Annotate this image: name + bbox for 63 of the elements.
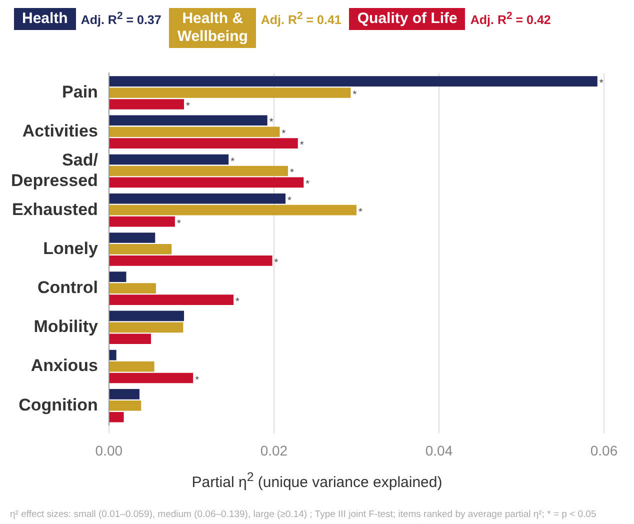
text: Health xyxy=(14,8,76,30)
bar xyxy=(109,244,172,254)
bar xyxy=(109,126,280,138)
bar xyxy=(109,115,268,126)
x-tick-label: 0.02 xyxy=(260,442,288,458)
text: η² effect sizes: small (0.01–0.059), medium (0.06–0.139), large (≥0.14) ; Type III joint F-test; items ranked by average partial η²; * = p < 0.05 xyxy=(10,509,596,520)
bar xyxy=(109,154,229,165)
y-tick-label: Exhausted xyxy=(12,200,98,219)
bar xyxy=(109,166,288,176)
y-tick-label: Pain xyxy=(62,82,98,102)
data-label: * xyxy=(599,78,604,90)
text: Adj. R$^{2}$ = 0.42 xyxy=(470,10,551,28)
data-label: * xyxy=(306,179,310,190)
y-tick-label: Activities xyxy=(22,122,98,141)
text: Adj. R$^{2}$ = 0.41 xyxy=(260,10,342,28)
text: Adj. R$^{2}$ = 0.37 xyxy=(80,10,162,28)
data-label: * xyxy=(186,100,190,112)
y-tick-label: Sad/ Depressed xyxy=(10,150,98,190)
data-label: * xyxy=(282,128,286,140)
text: Quality of Life xyxy=(349,8,466,30)
data-label: * xyxy=(269,117,274,128)
text: Health & Wellbeing xyxy=(169,8,256,48)
data-label: * xyxy=(288,195,292,206)
data-label: * xyxy=(300,140,304,152)
y-tick-label: Mobility xyxy=(34,317,98,336)
bar xyxy=(109,400,142,411)
x-tick-label: 0.00 xyxy=(95,442,123,458)
bar xyxy=(109,272,126,282)
bar xyxy=(109,204,356,216)
y-tick-label: Cognition xyxy=(18,395,98,414)
y-tick-label: Anxious xyxy=(30,356,98,376)
x-tick-label: 0.06 xyxy=(590,442,618,458)
bar xyxy=(109,138,298,148)
data-label: * xyxy=(195,374,200,386)
bar xyxy=(109,76,598,86)
bar xyxy=(109,294,234,305)
data-label: * xyxy=(274,257,278,268)
data-label: * xyxy=(176,218,181,230)
bar xyxy=(109,334,152,344)
bar xyxy=(109,310,184,322)
bar xyxy=(109,322,184,333)
bar xyxy=(109,232,156,243)
bar xyxy=(109,99,184,110)
bar xyxy=(109,361,154,372)
bar xyxy=(109,283,156,294)
bar xyxy=(109,193,286,204)
bar xyxy=(109,412,124,422)
bar xyxy=(109,216,175,227)
bar xyxy=(109,372,194,384)
bar xyxy=(109,177,304,188)
bar xyxy=(109,256,272,266)
data-label: * xyxy=(290,168,294,179)
bar xyxy=(109,389,140,400)
data-label: * xyxy=(358,206,362,218)
x-tick-label: 0.04 xyxy=(425,442,453,458)
data-label: * xyxy=(236,296,240,308)
y-tick-label: Lonely xyxy=(43,238,98,258)
data-label: * xyxy=(352,90,357,101)
bar xyxy=(109,88,351,98)
data-label: * xyxy=(230,156,235,168)
bar xyxy=(109,350,116,360)
x-axis-title: Partial η$^{2}$ (unique variance explained) xyxy=(190,470,444,491)
y-tick-label: Control xyxy=(37,278,98,297)
